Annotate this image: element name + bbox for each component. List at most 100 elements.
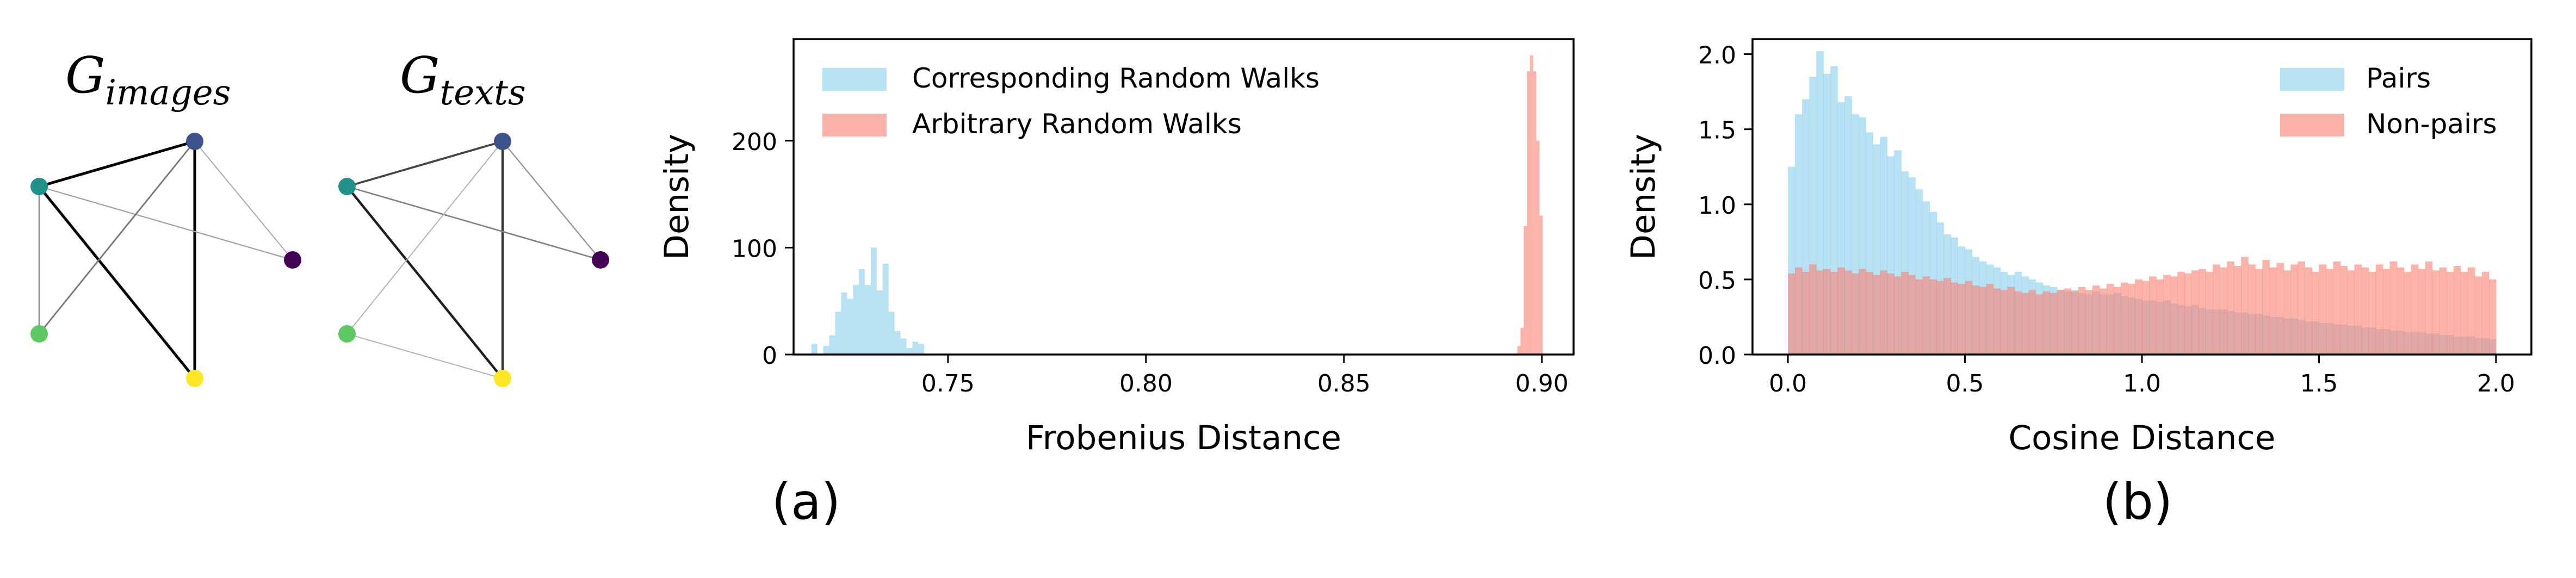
- histogram-bar: [1837, 267, 1845, 355]
- histogram-bar: [1795, 267, 1803, 355]
- histogram-bar: [1533, 71, 1537, 355]
- histogram-bar: [853, 285, 859, 355]
- histogram-bar: [2269, 267, 2277, 355]
- x-tick-label: 1.5: [2300, 370, 2338, 397]
- histogram-bar: [876, 290, 883, 355]
- graph-node: [284, 251, 301, 269]
- histogram-bar: [2113, 287, 2121, 355]
- histogram-bar: [1894, 276, 1902, 355]
- histogram-bar: [1809, 264, 1817, 355]
- legend-swatch: [2280, 114, 2344, 136]
- histogram-bar: [2474, 276, 2482, 355]
- legend: Corresponding Random Walks Arbitrary Rand…: [822, 63, 1320, 140]
- graph-node: [338, 178, 356, 195]
- y-tick-label: 200: [732, 128, 777, 156]
- histogram-bar: [2276, 263, 2284, 355]
- histogram-bar: [870, 247, 877, 355]
- histogram-bar: [2290, 264, 2298, 355]
- ticks: 0.0 0.5 1.0 1.5 2.0 0.0 0.5 1.0 1.5 2.0: [1698, 42, 2515, 397]
- histogram-bar: [865, 285, 871, 355]
- histogram-bar: [1852, 273, 1859, 355]
- histogram-bar: [2432, 270, 2440, 355]
- histogram-bar: [1965, 281, 1973, 355]
- histogram-bar: [2375, 264, 2383, 355]
- histogram-bar: [2163, 275, 2171, 355]
- legend-label: Corresponding Random Walks: [912, 63, 1320, 94]
- histogram-bar: [1788, 273, 1795, 355]
- x-axis-label: Cosine Distance: [2009, 419, 2276, 457]
- x-axis-label: Frobenius Distance: [1026, 419, 1341, 457]
- histogram-bar: [2049, 293, 2058, 355]
- histogram-bar: [906, 348, 913, 355]
- histogram-bar: [1830, 272, 1838, 355]
- x-tick-label: 0.5: [1946, 370, 1984, 397]
- x-tick-label: 0.80: [1119, 370, 1173, 397]
- histogram-bar: [1901, 272, 1909, 355]
- histogram-bar: [2326, 269, 2334, 355]
- y-tick-label: 0.0: [1698, 342, 1736, 370]
- histogram-bar: [2149, 276, 2157, 355]
- histogram-bar: [2305, 267, 2313, 355]
- edges: [346, 140, 601, 380]
- histogram-bar: [2014, 291, 2022, 355]
- histogram-bar: [1929, 279, 1937, 355]
- histogram-bar: [1887, 273, 1894, 355]
- histogram-bar: [2340, 266, 2348, 355]
- histogram-bar: [1823, 269, 1831, 355]
- graph-edge: [39, 185, 293, 261]
- graph-node: [494, 370, 511, 387]
- histogram-bar: [2213, 264, 2220, 355]
- histogram-bar: [2262, 260, 2270, 355]
- histogram-bar: [2453, 266, 2461, 355]
- histogram-bar: [1527, 71, 1530, 355]
- histogram-bar: [894, 331, 901, 355]
- histogram-bar: [912, 341, 919, 355]
- histogram-bar: [2021, 293, 2029, 355]
- histogram-bar: [2206, 272, 2213, 355]
- legend-swatch: [822, 114, 887, 136]
- panel-label-b: (b): [2103, 474, 2173, 531]
- histogram-bar: [2234, 266, 2241, 355]
- y-axis-label: Density: [1624, 134, 1663, 260]
- graph-title-images: Gimages: [65, 46, 231, 113]
- x-tick-label: 0.85: [1317, 370, 1371, 397]
- chart-cosine-histogram: 0.0 0.5 1.0 1.5 2.0 0.0 0.5 1.0 1.5 2.0 Pairs Non-…: [1624, 38, 2532, 457]
- histogram-bar: [2283, 270, 2291, 355]
- histogram-bar: [2134, 279, 2142, 355]
- graph-edge: [346, 140, 503, 188]
- x-tick-label: 0.75: [921, 370, 975, 397]
- histogram-bar: [1524, 226, 1527, 355]
- histogram-bar: [2389, 261, 2398, 355]
- histogram-bar: [2425, 261, 2433, 355]
- graph-texts: Gtexts: [338, 46, 609, 387]
- graph-node: [186, 370, 203, 387]
- histogram-bar: [2382, 269, 2391, 355]
- histogram-bar: [2085, 290, 2093, 355]
- histogram-bar: [2220, 267, 2227, 355]
- histogram-bar: [2227, 261, 2234, 355]
- ticks: 0.75 0.80 0.85 0.90 0 100 200: [732, 128, 1569, 397]
- graph-edge: [194, 141, 293, 260]
- histogram-bar: [859, 269, 865, 355]
- histogram-bar: [1539, 215, 1543, 355]
- histogram-bar: [1979, 287, 1987, 355]
- histogram-bar: [2255, 269, 2263, 355]
- histogram-bar: [2000, 290, 2008, 355]
- histogram-bar: [2078, 287, 2086, 355]
- x-tick-label: 1.0: [2123, 370, 2161, 397]
- histogram-bar: [2177, 272, 2185, 355]
- histogram-bar: [2460, 272, 2468, 355]
- graph-images: Gimages: [30, 46, 301, 387]
- histogram-bar: [2298, 261, 2306, 355]
- histogram-bar: [823, 346, 829, 355]
- graph-edge: [39, 140, 195, 188]
- histogram-bar: [1816, 270, 1824, 355]
- histogram-bar: [1536, 140, 1540, 355]
- graph-edge: [346, 333, 503, 379]
- histogram-bar: [1880, 270, 1887, 355]
- histogram-bar: [2106, 284, 2114, 355]
- histogram-bar: [888, 312, 895, 355]
- histogram-bar: [1943, 278, 1952, 355]
- legend-label: Arbitrary Random Walks: [912, 108, 1242, 140]
